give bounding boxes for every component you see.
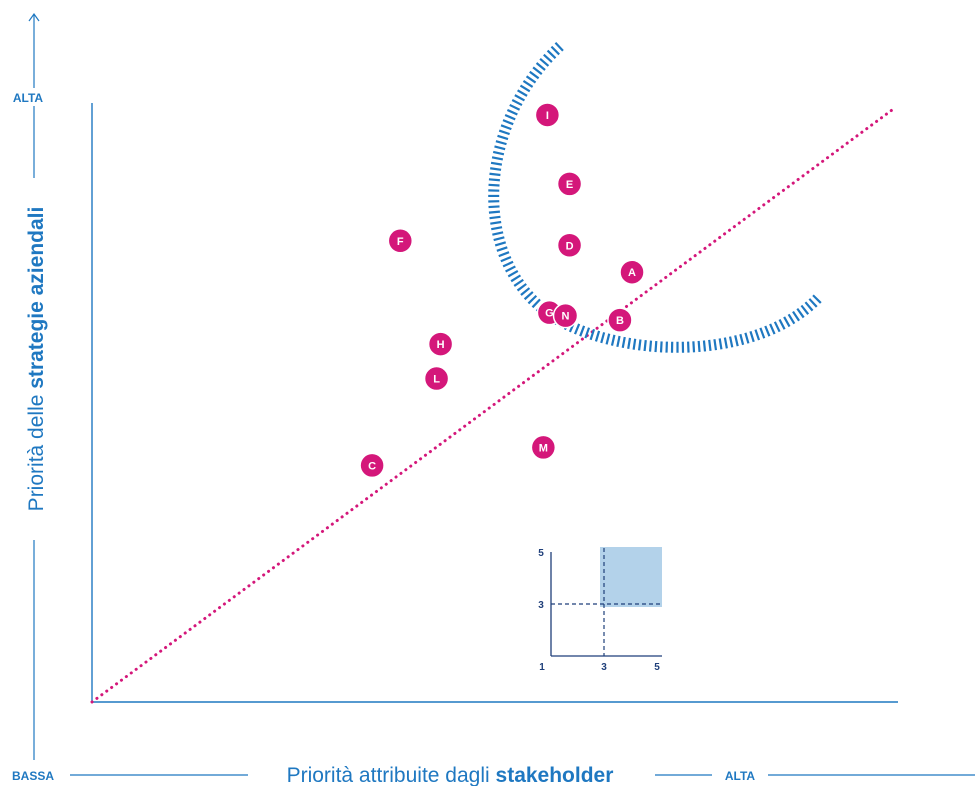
outer-y-axis <box>28 12 40 760</box>
data-point-label: I <box>546 110 549 122</box>
data-point-marker <box>552 302 579 329</box>
data-point-label: B <box>616 315 624 327</box>
data-point-marker <box>556 232 583 259</box>
inset-y-tick-top: 5 <box>538 548 544 559</box>
data-point-b: B <box>607 307 633 333</box>
data-point-d: D <box>556 232 583 259</box>
data-point-label: D <box>566 240 574 252</box>
inset-x-tick-mid: 3 <box>601 662 607 673</box>
data-point-c: C <box>359 452 385 479</box>
up-arrow-icon <box>28 12 40 22</box>
y-axis-title: Priorità delle strategie aziendali <box>25 207 48 512</box>
data-point-m: M <box>530 434 557 461</box>
data-point-n: N <box>552 302 579 329</box>
data-point-label: E <box>566 179 573 191</box>
inset-x-tick-low: 1 <box>539 662 545 673</box>
diagonal-line <box>90 108 894 704</box>
inset-x-tick-high: 5 <box>654 662 660 673</box>
data-point-label: A <box>628 267 636 279</box>
data-point-marker <box>530 434 557 461</box>
data-point-label: C <box>368 460 376 472</box>
y-axis-title-bold: strategie aziendali <box>25 207 48 389</box>
y-axis-title-prefix: Priorità delle <box>25 389 48 512</box>
data-point-marker <box>427 331 454 357</box>
data-point-label: G <box>545 308 554 320</box>
data-point-marker <box>556 171 583 197</box>
data-point-marker <box>359 452 385 479</box>
x-axis-title-bold: stakeholder <box>496 764 614 786</box>
data-point-marker <box>387 228 414 254</box>
inset-y-tick-mid: 3 <box>538 600 544 611</box>
data-point-label: F <box>397 236 404 248</box>
x-axis-title: Priorità attribuite dagli stakeholder <box>287 764 614 786</box>
data-points: I E F D A G N B H L M C <box>359 102 645 479</box>
x-axis-low-label: BASSA <box>12 769 54 783</box>
x-axis-title-prefix: Priorità attribuite dagli <box>287 764 496 786</box>
data-point-marker <box>423 365 450 392</box>
data-point-label: L <box>433 374 440 386</box>
inset-highlight-area <box>600 547 662 607</box>
data-point-a: A <box>619 259 645 285</box>
data-point-i: I <box>534 102 561 128</box>
x-axis-high-label: ALTA <box>725 769 756 783</box>
data-point-label: H <box>437 339 445 351</box>
inset-legend-chart: 5 3 1 3 5 <box>538 547 662 673</box>
data-point-marker <box>607 307 633 333</box>
data-point-marker <box>534 102 561 128</box>
data-point-l: L <box>423 365 450 392</box>
data-point-marker <box>619 259 645 285</box>
data-point-label: M <box>539 442 548 454</box>
data-point-f: F <box>387 228 414 254</box>
data-point-e: E <box>556 171 583 197</box>
data-point-label: N <box>562 311 570 323</box>
data-point-h: H <box>427 331 454 357</box>
y-axis-high-label: ALTA <box>13 91 44 105</box>
